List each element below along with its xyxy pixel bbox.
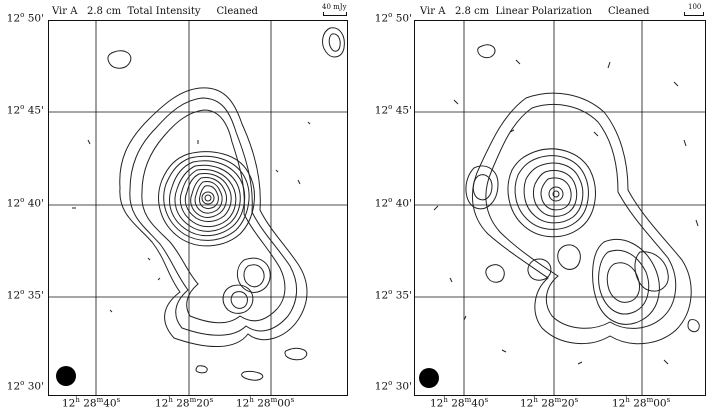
- left-panel-title: Vir A 2.8 cm Total Intensity Cleaned: [52, 6, 258, 17]
- right-dec-label-35: 12o 35': [374, 288, 412, 302]
- right-beam-marker: [419, 368, 439, 388]
- right-title-mode: Linear Polarization: [495, 6, 593, 17]
- right-title-status: Cleaned: [607, 6, 650, 17]
- right-dec-label-30: 12o 30': [374, 379, 412, 393]
- left-scale-label: 40 mJy: [322, 3, 347, 11]
- total-intensity-contour-map: [48, 20, 348, 396]
- total-intensity-panel: Vir A 2.8 cm Total Intensity Cleaned 40 …: [6, 3, 348, 410]
- left-dec-label-40: 12o 40': [6, 196, 44, 210]
- left-title-mode: Total Intensity: [127, 6, 201, 17]
- left-dec-label-30: 12o 30': [6, 379, 44, 393]
- right-dec-label-45: 12o 45': [374, 103, 412, 117]
- left-ra-label-00: 12h 28m00s: [236, 396, 295, 410]
- left-title-wavelength: 2.8 cm: [86, 6, 122, 17]
- left-ra-label-20: 12h 28m20s: [155, 396, 214, 410]
- right-scale-label: 100: [688, 3, 702, 11]
- right-panel-title: Vir A 2.8 cm Linear Polarization Cleaned: [420, 6, 649, 17]
- left-title-status: Cleaned: [216, 6, 258, 17]
- left-dec-label-50: 12o 50': [6, 11, 44, 25]
- right-dec-label-40: 12o 40': [374, 196, 412, 210]
- right-scale-bar: [684, 12, 704, 16]
- linear-polarization-panel: Vir A 2.8 cm Linear Polarization Cleaned…: [354, 0, 708, 411]
- left-title-source: Vir A: [52, 6, 78, 17]
- right-map-frame: [414, 20, 706, 396]
- left-ra-label-40: 12h 28m40s: [62, 396, 121, 410]
- linear-polarization-contour-map: [414, 20, 706, 396]
- right-dec-label-50: 12o 50': [374, 11, 412, 25]
- right-contours: [465, 44, 700, 345]
- left-coordinate-grid: [48, 20, 348, 396]
- left-noise-ticks: [72, 121, 311, 313]
- left-contours: [107, 27, 345, 381]
- right-coordinate-grid: [414, 20, 706, 396]
- left-dec-label-45: 12o 45': [6, 103, 44, 117]
- right-ra-label-40: 12h 28m40s: [430, 396, 489, 410]
- right-title-wavelength: 2.8 cm: [454, 6, 490, 17]
- left-scale-bar: [323, 12, 347, 16]
- right-polarization-vectors: [433, 59, 699, 365]
- left-beam-marker: [56, 366, 76, 386]
- right-title-source: Vir A: [420, 6, 446, 17]
- left-map-frame: [48, 20, 348, 396]
- right-ra-label-20: 12h 28m20s: [520, 396, 579, 410]
- right-ra-label-00: 12h 28m00s: [612, 396, 671, 410]
- left-dec-label-35: 12o 35': [6, 288, 44, 302]
